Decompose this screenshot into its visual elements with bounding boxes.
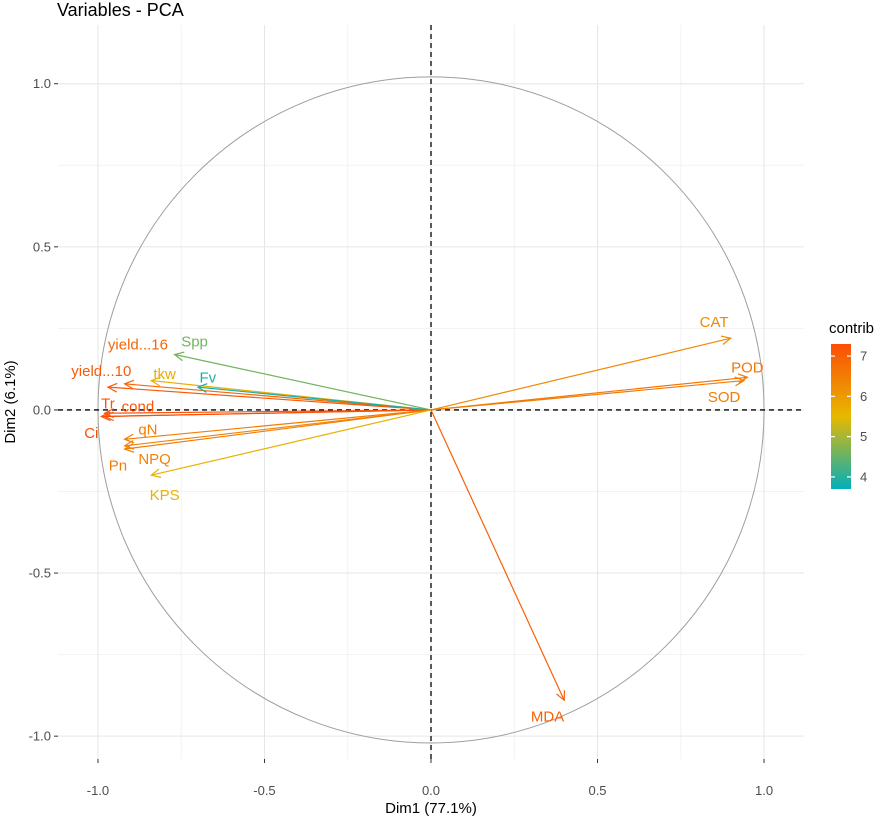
legend-title: contrib [829, 320, 874, 337]
arrowhead-sod [734, 376, 746, 387]
arrow-qn [124, 409, 432, 440]
variable-arrows [99, 335, 749, 702]
arrowhead-fv [196, 383, 208, 393]
x-tick-label: 0.0 [422, 783, 440, 798]
y-tick-label: 1.0 [33, 76, 51, 91]
label-tr: Tr [101, 395, 115, 412]
y-tick-label: -1.0 [29, 729, 51, 744]
chart-title: Variables - PCA [57, 0, 184, 20]
legend-colorbar [831, 344, 851, 489]
arrow-cat [430, 337, 731, 411]
legend-tick-label: 4 [860, 469, 867, 484]
label-spp: Spp [181, 333, 208, 350]
label-mda: MDA [531, 709, 564, 726]
x-tick-label: 1.0 [755, 783, 773, 798]
label-pn: Pn [109, 457, 127, 474]
label-yield-10: yield...10 [71, 363, 131, 380]
arrowhead-ci [99, 411, 111, 422]
x-tick-label: -1.0 [87, 783, 109, 798]
label-sod: SOD [708, 389, 741, 406]
y-axis-ticks: -1.0 -0.5 0.0 0.5 1.0 [29, 76, 58, 744]
label-pod: POD [731, 360, 764, 377]
y-tick-label: 0.0 [33, 402, 51, 417]
arrow-yield-10 [107, 386, 432, 411]
arrow-fv [197, 386, 432, 411]
legend-tick-label: 6 [860, 389, 867, 404]
label-yield-16: yield...16 [108, 337, 168, 354]
label-cond: cond [122, 399, 155, 416]
label-fv: Fv [200, 369, 217, 386]
legend-tick-label: 5 [860, 429, 867, 444]
x-axis-title: Dim1 (77.1%) [385, 800, 477, 817]
y-tick-label: 0.5 [33, 239, 51, 254]
arrow-spp [174, 353, 432, 411]
legend-tick-label: 7 [860, 349, 867, 364]
x-axis-ticks: -1.0 -0.5 0.0 0.5 1.0 [87, 759, 773, 798]
x-tick-label: -0.5 [253, 783, 275, 798]
arrow-mda [430, 409, 565, 701]
label-cat: CAT [700, 314, 729, 331]
label-npq: NPQ [138, 451, 171, 468]
arrowhead-mda [556, 690, 566, 702]
arrow-yield-16 [124, 383, 432, 411]
arrowhead-cat [720, 335, 733, 345]
arrow-ci [101, 409, 432, 418]
arrowhead-pn [123, 443, 135, 453]
arrow-pn [124, 409, 432, 450]
arrowhead-tkw [149, 376, 161, 387]
arrowhead-spp [173, 351, 185, 362]
arrowhead-yield-16 [123, 379, 135, 390]
y-tick-label: -0.5 [29, 566, 51, 581]
legend: contrib 4 5 6 7 [829, 320, 874, 489]
label-tkw: tkw [153, 366, 176, 383]
label-qn: qN [138, 422, 157, 439]
arrow-sod [430, 379, 745, 411]
y-axis-title: Dim2 (6.1%) [2, 360, 19, 443]
label-ci: Ci [84, 425, 98, 442]
arrowhead-kps [149, 468, 162, 478]
legend-ticks: 4 5 6 7 [831, 349, 867, 484]
arrowhead-yield-10 [106, 382, 118, 393]
x-tick-label: 0.5 [588, 783, 606, 798]
arrow-kps [151, 409, 432, 476]
label-kps: KPS [150, 487, 180, 504]
